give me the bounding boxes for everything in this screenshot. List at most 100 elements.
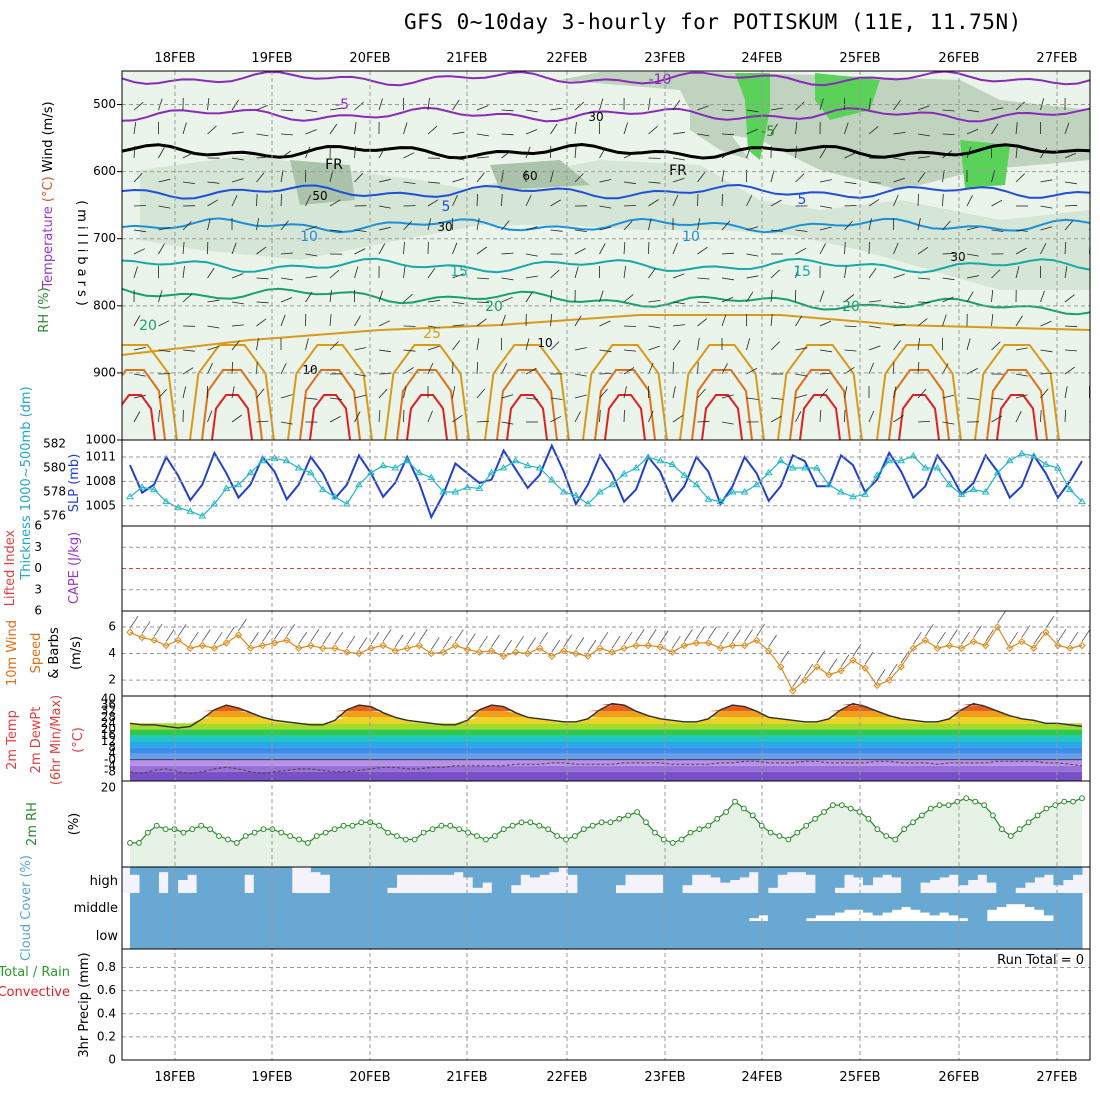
cloud-middle-bar bbox=[149, 893, 159, 921]
wind-barb bbox=[721, 133, 735, 136]
rh-point bbox=[322, 829, 329, 836]
cloud-high-bar bbox=[796, 867, 807, 873]
isotherm-label: 20 bbox=[842, 299, 860, 315]
wind-barb bbox=[1015, 347, 1028, 351]
wind-barb bbox=[672, 273, 685, 279]
wind-barb bbox=[770, 107, 783, 111]
wind-barb bbox=[966, 291, 974, 303]
wind-barb bbox=[770, 170, 775, 183]
wind-barb bbox=[452, 386, 456, 399]
wind-barb-10m bbox=[888, 663, 898, 677]
isotherm-label: 15 bbox=[793, 264, 811, 280]
wind-barb bbox=[525, 397, 538, 400]
wind-barb bbox=[991, 415, 1003, 423]
wind-barb bbox=[133, 373, 146, 377]
temp-line bbox=[129, 702, 1083, 729]
cloud-middle-bar bbox=[682, 893, 693, 921]
wind-barb bbox=[256, 318, 267, 327]
wind-speed-point bbox=[511, 648, 520, 656]
wind-barb bbox=[378, 409, 381, 423]
cloud-middle-bar bbox=[272, 893, 283, 921]
wind-barb bbox=[378, 178, 391, 183]
wind-barb bbox=[917, 301, 931, 303]
cloud-middle-bar bbox=[225, 893, 236, 921]
surface-isotherm-lobe bbox=[888, 369, 950, 440]
thickness-point bbox=[234, 480, 243, 488]
pressure-tick-label: 800 bbox=[93, 298, 116, 312]
cloud-high-bar bbox=[1063, 867, 1073, 880]
wind-barb bbox=[966, 368, 978, 375]
thickness-point bbox=[849, 492, 857, 500]
cloud-high-bar bbox=[244, 867, 255, 875]
wind-barb bbox=[182, 181, 195, 184]
wind-barb bbox=[917, 388, 927, 399]
rh-point bbox=[910, 819, 916, 826]
isotherm-label: 5 bbox=[442, 199, 451, 215]
wind-barb bbox=[1064, 325, 1078, 328]
wind-barb-10m bbox=[876, 669, 886, 682]
temp-tick-label: 16 bbox=[101, 728, 116, 742]
isotherm-label: 10 bbox=[682, 229, 700, 245]
wind-barb bbox=[501, 109, 514, 112]
wind-barb-10m bbox=[298, 631, 308, 645]
wind-barb bbox=[648, 267, 656, 279]
cloud-middle-bar bbox=[920, 893, 931, 913]
chart-title: GFS 0~10day 3-hourly for POTISKUM (11E, … bbox=[404, 10, 1022, 34]
wind-barb bbox=[378, 320, 390, 327]
wind-barb bbox=[844, 294, 855, 303]
precip-total-label: Total / Rain bbox=[0, 965, 70, 980]
thickness-point bbox=[752, 480, 761, 488]
wind-barb bbox=[819, 147, 827, 159]
thickness-point bbox=[330, 492, 339, 500]
thickness-point bbox=[415, 468, 424, 476]
wind-barb bbox=[721, 170, 725, 183]
rh-point bbox=[153, 822, 160, 829]
wind-barb bbox=[525, 275, 538, 279]
cloud-high-bar bbox=[444, 867, 455, 875]
wind-speed-point bbox=[873, 681, 881, 690]
thickness-point bbox=[318, 485, 327, 493]
wind-barb-10m bbox=[900, 650, 910, 664]
wind-barb bbox=[893, 340, 901, 351]
cloud-low-bar bbox=[368, 921, 378, 949]
wind-barb bbox=[819, 226, 832, 231]
axis-labels: Temperature (°C) Wind (m/s)RH (%)(millib… bbox=[0, 101, 92, 1057]
wind-speed-point bbox=[849, 656, 857, 664]
isotherm-label: -5 bbox=[761, 124, 775, 140]
cloud-middle-bar bbox=[539, 893, 550, 921]
rh-point bbox=[776, 833, 783, 839]
cloud-middle-bar bbox=[625, 893, 635, 921]
thickness-point bbox=[451, 488, 460, 495]
wind-barb-10m bbox=[189, 631, 199, 645]
wind-speed-point bbox=[981, 641, 990, 650]
thickness-point bbox=[596, 488, 604, 495]
cloud-middle-bar bbox=[967, 893, 978, 921]
wind-barb bbox=[721, 193, 724, 207]
cloud-low-bar bbox=[1053, 921, 1064, 949]
surface-isotherm-lobe bbox=[777, 344, 863, 440]
wind-barb bbox=[550, 107, 563, 111]
rh-point bbox=[723, 809, 729, 815]
precip-convective-label: Convective bbox=[0, 985, 70, 1000]
wind-barb bbox=[1064, 122, 1070, 135]
rh2m-ylabel: (%) bbox=[67, 813, 82, 836]
wind-barb-10m bbox=[912, 631, 922, 645]
wind-barb bbox=[697, 301, 710, 303]
thickness-tick-label: 580 bbox=[43, 461, 66, 475]
wind-barb bbox=[672, 361, 674, 375]
date-label-bottom: 25FEB bbox=[839, 1070, 880, 1085]
wind-barb bbox=[942, 314, 947, 327]
wind-barb bbox=[231, 361, 233, 375]
rh-contour-label: 30 bbox=[950, 250, 965, 264]
wind-barb bbox=[648, 218, 652, 231]
wind-barb bbox=[378, 243, 386, 255]
wind-barb bbox=[280, 314, 286, 327]
wind-barb-10m bbox=[985, 629, 994, 642]
wind-tick-label: 2 bbox=[108, 673, 116, 687]
cloud-high-bar bbox=[425, 867, 436, 875]
thickness-point bbox=[837, 488, 845, 495]
wind-barb bbox=[427, 267, 436, 279]
temp-tick-label: 8 bbox=[108, 740, 116, 754]
cloud-middle-bar bbox=[986, 893, 997, 910]
wind-barb bbox=[1089, 325, 1090, 327]
